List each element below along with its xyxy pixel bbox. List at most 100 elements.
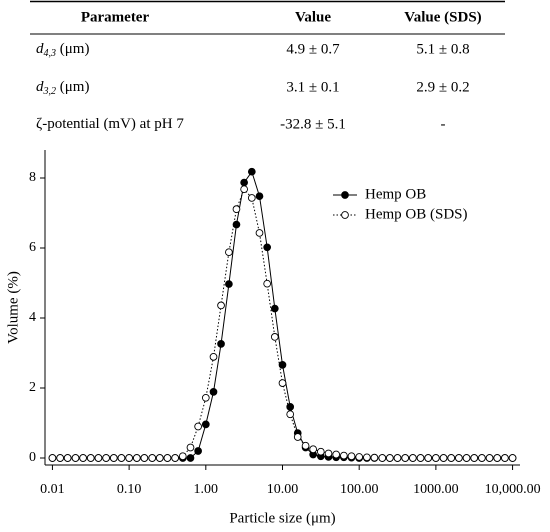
data-point [155,454,164,462]
data-point [225,248,233,257]
data-point [324,449,333,458]
data-point [409,454,417,462]
data-point [470,454,479,462]
x-tick-label: 100.00 [340,482,379,497]
data-point [309,445,318,454]
cell-value-sds: - [441,116,446,132]
data-point [424,454,433,462]
label-text: ζ-potential (mV) at pH 7 [36,116,184,132]
data-point [217,301,225,310]
data-point [140,454,149,462]
data-point [209,388,218,396]
y-tick-label: 2 [29,380,36,395]
cell-value-sds: 2.9 ± 0.2 [416,79,469,95]
data-point [109,454,118,462]
cell-value: 4.9 ± 0.7 [286,41,340,57]
data-point [301,441,310,450]
legend-marker [341,191,349,199]
data-point [340,451,348,460]
data-point [217,340,225,348]
data-point [401,454,410,462]
legend-label: Hemp OB (SDS) [365,206,468,222]
data-point [501,454,509,462]
data-point [232,220,241,229]
cell-value-sds: 5.1 ± 0.8 [416,41,469,57]
data-point [447,454,456,462]
data-point [125,454,133,462]
data-point [485,454,494,462]
legend-marker [341,211,349,219]
data-point [263,279,272,288]
data-point [370,453,379,462]
y-tick-label: 6 [29,240,36,255]
y-tick-label: 8 [29,170,36,185]
data-point [270,333,279,341]
data-point [393,454,402,462]
data-point [102,454,110,462]
data-point [232,205,241,214]
legend-label: Hemp OB [365,186,426,202]
data-point [48,454,57,462]
table-header: Value [295,9,331,25]
data-point [132,454,141,462]
table-header: Value (SDS) [404,9,481,25]
data-point [332,450,341,459]
parameter-table: Parameter Value Value (SDS) [30,0,505,35]
label-text: (μm) [56,79,89,95]
data-point [378,454,387,462]
data-point [186,443,195,452]
x-tick-label: 10.00 [267,482,299,497]
data-point [432,454,440,462]
symbol: d [36,41,44,57]
x-tick-label: 0.01 [40,482,65,497]
data-point [462,454,471,462]
data-point [194,422,202,431]
data-point [163,454,172,462]
data-point [94,454,103,462]
data-point [148,454,157,462]
data-point [201,420,210,429]
cell-value: -32.8 ± 5.1 [280,116,346,132]
x-tick-label: 0.10 [117,482,142,497]
data-point [316,447,325,456]
data-point [201,393,210,402]
series-line [52,188,513,459]
data-point [117,454,126,462]
data-point [63,454,72,462]
data-point [247,194,256,202]
data-point [186,454,195,462]
cell-value: 3.1 ± 0.1 [286,79,339,95]
subscript: 4,3 [44,48,57,59]
data-point [286,410,295,419]
data-point [86,454,95,462]
data-point [293,433,302,441]
data-point [263,243,272,252]
data-point [278,361,287,369]
data-point [71,454,80,462]
data-point [194,447,202,455]
symbol: d [36,79,44,95]
data-point [240,185,248,194]
data-point [508,454,517,462]
data-point [79,454,87,462]
data-point [455,454,463,462]
row-label: d3,2 (μm) [36,79,89,97]
data-point [247,167,256,176]
data-point [255,192,264,201]
data-point [171,454,179,462]
row-label: d4,3 (μm) [36,41,89,59]
table-header: Parameter [81,9,150,25]
x-tick-label: 1000.00 [413,482,459,497]
data-point [385,454,394,462]
y-tick-label: 0 [29,450,36,465]
data-point [355,453,364,461]
data-point [278,379,287,387]
label-text: (μm) [56,41,89,57]
data-point [178,452,187,461]
data-point [240,178,248,187]
y-tick-label: 4 [29,310,36,325]
y-axis-label: Volume (%) [5,271,21,344]
data-point [363,453,371,462]
data-point [478,454,486,462]
data-point [56,454,64,462]
